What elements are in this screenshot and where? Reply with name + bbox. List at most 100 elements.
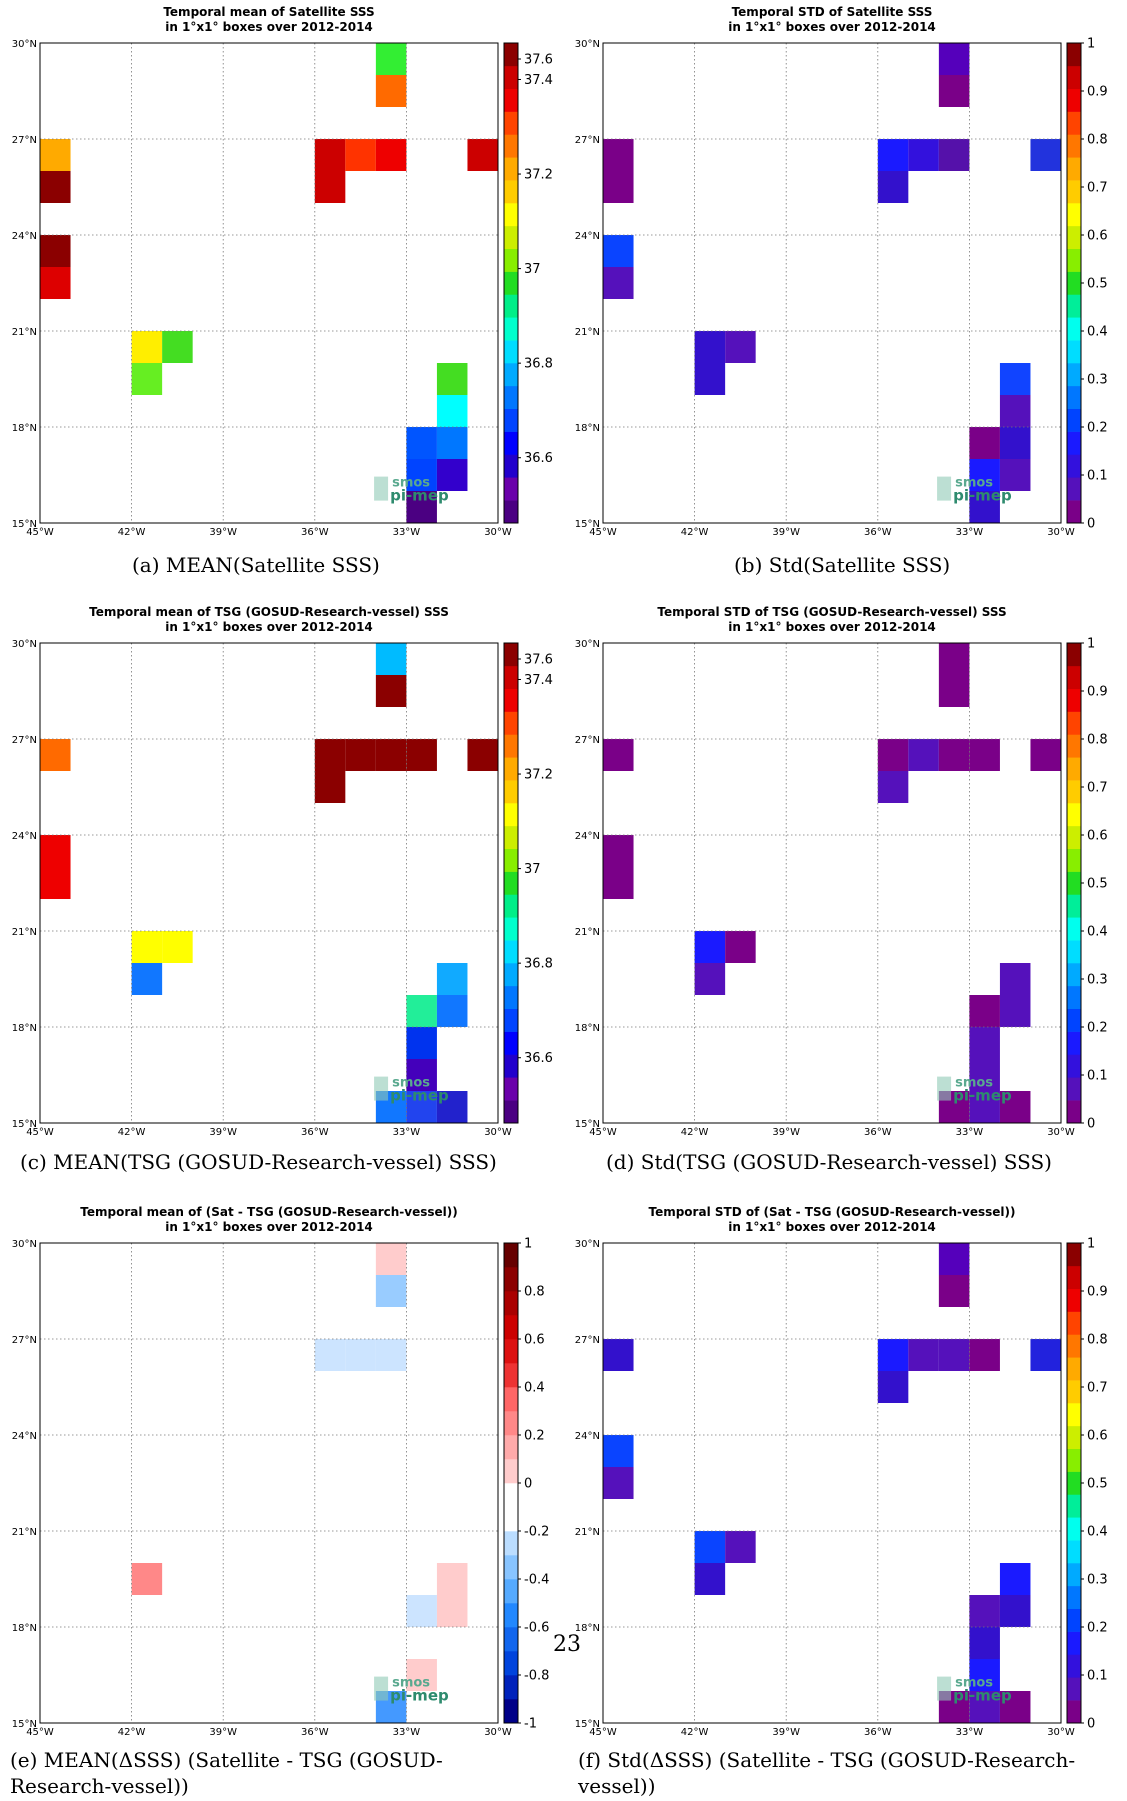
watermark-logo <box>374 1076 389 1101</box>
grid-cell <box>999 963 1031 995</box>
chart-title: Temporal mean of (Sat - TSG (GOSUD-Resea… <box>80 1205 458 1219</box>
y-tick-label: 15°N <box>12 519 37 530</box>
chart-title: Temporal STD of Satellite SSS <box>732 5 933 19</box>
watermark-smos: smos <box>955 1076 993 1091</box>
grid-cell <box>969 459 1000 491</box>
grid-cell <box>406 995 437 1027</box>
colorbar-label: 37.4 <box>524 73 553 88</box>
panel-f: Temporal STD of (Sat - TSG (GOSUD-Resear… <box>563 1200 1126 1800</box>
page-number: 23 <box>553 1632 581 1657</box>
grid-cell <box>969 427 1000 459</box>
colorbar-segment <box>1067 917 1081 941</box>
chart-title: Temporal STD of (Sat - TSG (GOSUD-Resear… <box>648 1205 1015 1219</box>
colorbar-segment <box>504 477 518 501</box>
grid-cell <box>908 739 939 771</box>
grid-cell <box>375 139 407 171</box>
colorbar-label: -0.2 <box>524 1525 549 1540</box>
watermark-pimep: pi-mep <box>390 1087 449 1105</box>
colorbar-segment <box>1067 317 1081 341</box>
y-tick-label: 24°N <box>575 831 600 842</box>
grid-cell <box>603 1435 634 1467</box>
grid-cell <box>375 75 407 107</box>
x-tick-label: 42°W <box>118 1727 146 1738</box>
caption-d: (d) Std(TSG (GOSUD-Research-vessel) SSS) <box>606 1150 1052 1174</box>
colorbar-segment <box>504 1315 518 1340</box>
watermark-pimep: pi-mep <box>953 1087 1012 1105</box>
x-tick-label: 33°W <box>393 1127 421 1138</box>
grid-cell <box>131 963 163 995</box>
colorbar-segment <box>1067 665 1081 690</box>
chart-subtitle: in 1°x1° boxes over 2012-2014 <box>165 620 373 634</box>
grid-cell <box>40 739 71 771</box>
colorbar-segment <box>1067 294 1081 318</box>
watermark-smos: smos <box>392 1076 430 1091</box>
colorbar-segment <box>1067 1380 1081 1404</box>
y-tick-label: 30°N <box>12 1239 37 1250</box>
grid-cell <box>406 491 437 523</box>
colorbar-segment <box>504 985 518 1010</box>
colorbar-label: 0.2 <box>1087 1021 1108 1036</box>
colorbar-segment <box>504 643 518 667</box>
colorbar-segment <box>1067 1585 1081 1610</box>
colorbar-label: 0.4 <box>524 1381 545 1396</box>
grid-cell <box>694 1563 726 1595</box>
grid-cell <box>999 459 1031 491</box>
colorbar-segment <box>1067 1677 1081 1701</box>
y-tick-label: 15°N <box>12 1119 37 1130</box>
colorbar-label: -1 <box>524 1717 537 1732</box>
colorbar-segment <box>504 1100 518 1124</box>
colorbar-frame <box>503 642 519 1124</box>
colorbar-segment <box>1067 711 1081 735</box>
x-tick-label: 45°W <box>26 1127 54 1138</box>
grid-cell <box>969 1339 1000 1371</box>
grid-cell <box>345 1339 376 1371</box>
grid-cell <box>375 643 407 675</box>
grid-cell <box>908 139 939 171</box>
colorbar-frame <box>503 42 519 524</box>
colorbar-label: 37.2 <box>524 768 553 783</box>
grid-cell <box>694 963 726 995</box>
y-tick-label: 27°N <box>12 135 37 146</box>
colorbar-segment <box>504 248 518 272</box>
colorbar-segment <box>504 940 518 964</box>
colorbar-label: 0.1 <box>1087 469 1108 484</box>
colorbar-segment <box>1067 1243 1081 1267</box>
grid-cell <box>908 1339 939 1371</box>
grid-cell <box>375 1339 407 1371</box>
x-tick-label: 36°W <box>301 527 329 538</box>
grid-cell <box>969 491 1000 523</box>
watermark-smos: smos <box>392 476 430 491</box>
colorbar-segment <box>504 1267 518 1292</box>
grid-cell <box>938 643 970 675</box>
colorbar-segment <box>504 665 518 690</box>
colorbar-segment <box>504 1483 518 1508</box>
caption-c: (c) MEAN(TSG (GOSUD-Research-vessel) SSS… <box>20 1150 497 1174</box>
grid-cell <box>603 867 634 899</box>
colorbar-label: 0.4 <box>1087 1525 1108 1540</box>
x-tick-label: 30°W <box>1047 1127 1075 1138</box>
y-tick-label: 27°N <box>12 1335 37 1346</box>
grid-cell <box>938 739 970 771</box>
caption-e: (e) MEAN(ΔSSS) (Satellite - TSG (GOSUD- <box>10 1748 443 1772</box>
watermark-pimep: pi-mep <box>953 487 1012 505</box>
grid-cell <box>694 1531 726 1563</box>
colorbar-label: 36.6 <box>524 451 553 466</box>
colorbar-label: 0.3 <box>1087 373 1108 388</box>
map-frame <box>39 42 499 524</box>
grid-cell <box>436 459 468 491</box>
y-tick-label: 21°N <box>12 327 37 338</box>
grid-cell <box>1030 739 1061 771</box>
colorbar-segment <box>504 1459 518 1484</box>
y-tick-label: 15°N <box>575 1719 600 1730</box>
colorbar-segment <box>504 294 518 318</box>
grid-cell <box>131 331 163 363</box>
x-tick-label: 33°W <box>393 527 421 538</box>
grid-cell <box>999 395 1031 427</box>
colorbar-label: 37 <box>524 862 541 877</box>
colorbar-label: 0.5 <box>1087 1477 1108 1492</box>
colorbar-label: 37 <box>524 262 541 277</box>
y-tick-label: 24°N <box>12 231 37 242</box>
colorbar-segment <box>1067 340 1081 364</box>
grid-cell <box>694 363 726 395</box>
grid-cell <box>40 835 71 867</box>
